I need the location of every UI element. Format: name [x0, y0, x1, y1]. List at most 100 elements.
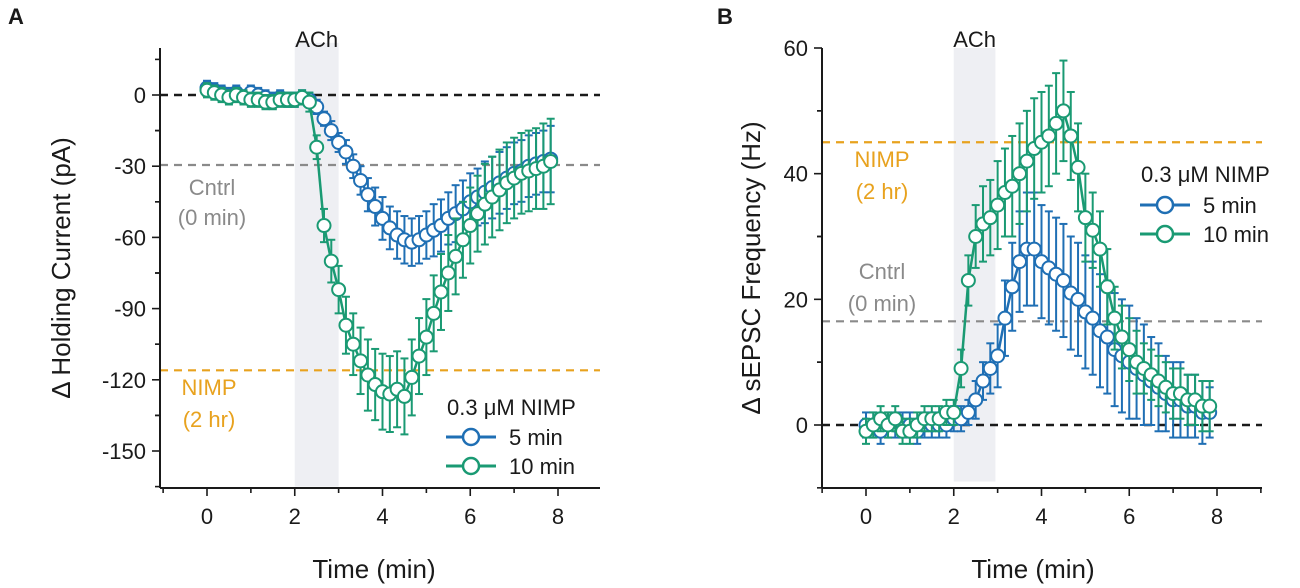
panel-b-ach-label: ACh [953, 27, 996, 52]
panel-a-legend-title: 0.3 μM NIMP [447, 395, 576, 420]
a-y-tick-label: -30 [114, 154, 146, 179]
a-data-point-5-min [353, 172, 369, 188]
panel-b-legend: 0.3 μM NIMP 5 min 10 min [1140, 162, 1270, 247]
a-data-point-10-min [396, 388, 412, 404]
b-data-point-10-min [1077, 210, 1093, 226]
panel-b-y-axis-title: Δ sEPSC Frequency (Hz) [736, 121, 766, 414]
b-data-point-10-min [968, 229, 984, 244]
panel-a-cntrl-sublabel: (0 min) [178, 205, 246, 230]
a-x-tick-label: 6 [464, 504, 476, 529]
a-y-tick-label: -60 [114, 225, 146, 250]
a-series-10-min [199, 82, 559, 436]
a-data-point-5-min [323, 123, 339, 139]
panel-a-axes: 0 2 4 6 8 0 -30 -60 -90 -120 -150 [102, 48, 600, 529]
a-data-point-10-min [309, 139, 325, 155]
panel-a-reference-lines [160, 93, 600, 372]
panel-b-legend-10min-label: 10 min [1203, 222, 1269, 247]
a-data-point-10-min [418, 329, 434, 345]
a-data-point-5-min [338, 144, 354, 160]
a-data-point-10-min [404, 369, 420, 385]
b-y-tick-label: 40 [784, 162, 808, 187]
b-data-point-5-min [982, 360, 998, 376]
b-data-point-10-min [1012, 166, 1028, 182]
panel-b-axes: 0 2 4 6 8 0 20 40 60 [784, 36, 1262, 529]
panel-a-ach-label: ACh [295, 27, 338, 52]
panel-b-cntrl-label: Cntrl [859, 259, 905, 284]
a-x-tick-label: 2 [289, 504, 301, 529]
panel-b-legend-5min-label: 5 min [1203, 193, 1257, 218]
b-data-point-10-min [1055, 103, 1071, 119]
b-data-point-10-min [1107, 310, 1123, 326]
panel-b-cntrl-sublabel: (0 min) [848, 291, 916, 316]
panel-a-nimp-label: NIMP [182, 375, 237, 400]
b-data-point-10-min [990, 197, 1006, 213]
b-data-point-5-min [975, 373, 991, 389]
b-data-point-5-min [1070, 291, 1086, 307]
b-data-point-10-min [1202, 398, 1218, 414]
a-data-point-5-min [367, 199, 383, 215]
panel-a-legend-5min-label: 5 min [509, 425, 563, 450]
b-data-point-10-min [1019, 153, 1035, 169]
b-data-point-10-min [1041, 128, 1057, 144]
b-data-point-5-min [997, 310, 1013, 326]
panel-a-y-axis-title: Δ Holding Current (pA) [46, 137, 76, 399]
a-data-point-5-min [316, 111, 332, 127]
a-data-point-10-min [433, 284, 449, 300]
a-data-point-10-min [448, 248, 464, 264]
b-data-point-10-min [1085, 222, 1101, 238]
b-data-point-10-min [1070, 159, 1086, 175]
b-data-point-5-min [1085, 310, 1101, 326]
panel-b-x-axis-title: Time (min) [971, 554, 1094, 584]
panel-b-series [858, 59, 1218, 445]
b-x-tick-label: 4 [1035, 504, 1047, 529]
a-y-tick-label: -90 [114, 297, 146, 322]
panel-b-legend-5min-marker [1155, 195, 1175, 215]
a-y-tick-label: -120 [102, 368, 146, 393]
panel-a-legend: 0.3 μM NIMP 5 min 10 min [446, 395, 576, 479]
panel-b-legend-title: 0.3 μM NIMP [1141, 162, 1270, 187]
b-data-point-10-min [1063, 128, 1079, 144]
b-data-point-5-min [1004, 279, 1020, 295]
b-y-tick-label: 20 [784, 287, 808, 312]
panel-a-legend-5min-marker [461, 427, 481, 447]
b-y-tick-label: 0 [796, 413, 808, 438]
panel-a: A ACh 0 2 4 6 8 0 -30 -60 -90 -120 -150 Cntrl (0 m… [8, 4, 600, 584]
b-data-point-10-min [1099, 279, 1115, 295]
a-data-point-10-min [345, 336, 361, 352]
a-series-line-10-min [206, 89, 552, 399]
panel-a-cntrl-label: Cntrl [189, 175, 235, 200]
a-data-point-10-min [455, 232, 471, 248]
b-y-tick-label: 60 [784, 36, 808, 61]
a-data-point-10-min [462, 218, 478, 234]
b-data-point-5-min [1055, 272, 1071, 288]
a-data-point-10-min [301, 94, 317, 110]
b-data-point-5-min [960, 404, 976, 420]
a-data-point-10-min [316, 218, 332, 234]
b-data-point-5-min [1012, 254, 1028, 270]
panel-a-series [199, 79, 559, 436]
b-data-point-5-min [990, 348, 1006, 364]
a-data-point-10-min [331, 282, 347, 298]
panel-a-nimp-sublabel: (2 hr) [183, 407, 236, 432]
panel-a-legend-10min-marker [461, 456, 481, 476]
b-data-point-10-min [1121, 342, 1137, 358]
a-data-point-5-min [360, 187, 376, 203]
a-data-point-10-min [323, 253, 339, 269]
a-x-tick-label: 0 [201, 504, 213, 529]
a-data-point-5-min [345, 158, 361, 174]
b-data-point-5-min [1026, 241, 1042, 257]
b-data-point-10-min [953, 360, 969, 376]
a-y-tick-label: -150 [102, 439, 146, 464]
b-series-10-min [858, 59, 1218, 445]
b-x-tick-label: 6 [1123, 504, 1135, 529]
b-x-tick-label: 8 [1211, 504, 1223, 529]
a-data-point-10-min [353, 353, 369, 369]
b-data-point-10-min [1114, 329, 1130, 345]
b-data-point-5-min [1099, 329, 1115, 345]
b-data-point-10-min [887, 411, 903, 427]
panel-b-nimp-label: NIMP [855, 147, 910, 172]
panel-b: B ACh 0 2 4 6 8 0 20 40 60 NIMP (2 hr) Cntrl (0 … [717, 4, 1270, 584]
b-x-tick-label: 0 [860, 504, 872, 529]
a-x-tick-label: 8 [552, 504, 564, 529]
panel-a-legend-10min-label: 10 min [509, 454, 575, 479]
